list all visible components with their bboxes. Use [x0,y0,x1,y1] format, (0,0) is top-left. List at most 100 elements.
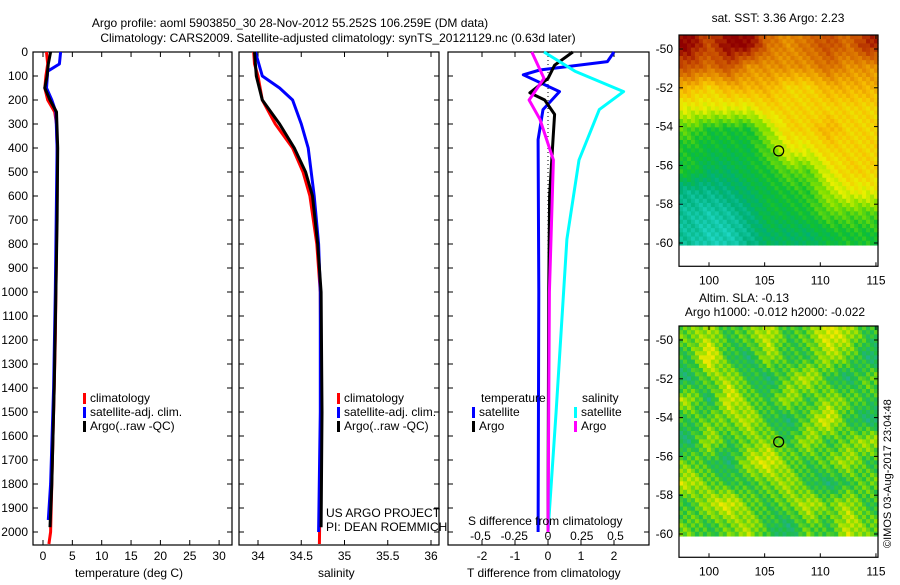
map-cell [794,94,799,99]
map-cell [818,452,823,457]
map-cell [850,52,855,57]
map-cell [826,427,831,432]
map-cell [779,60,784,65]
map-cell [826,165,831,170]
map-cell [759,452,764,457]
map-cell [763,456,768,461]
map-cell [786,397,791,402]
map-cell [755,431,760,436]
map-cell [782,98,787,103]
map-cell [802,182,807,187]
map-cell [782,481,787,486]
map-cell [830,98,835,103]
map-cell [838,241,843,246]
map-cell [814,241,819,246]
map-cell [870,48,875,53]
map-cell [747,178,752,183]
map-cell [719,81,724,86]
map-cell [850,376,855,381]
map-cell [767,448,772,453]
map-cell [798,410,803,415]
map-cell [802,397,807,402]
map-cell [759,39,764,44]
map-cell [775,477,780,482]
map-cell [790,427,795,432]
map-cell [826,381,831,386]
map-cell [846,368,851,373]
map-cell [727,372,732,377]
map-cell [695,90,700,95]
map-cell [691,237,696,242]
map-cell [790,216,795,221]
map-cell [862,364,867,369]
map-cell [743,111,748,116]
map-cell [779,427,784,432]
map-cell [826,414,831,419]
map-cell [830,351,835,356]
map-cell [771,381,776,386]
map-cell [759,77,764,82]
map-cell [790,418,795,423]
map-cell [858,52,863,57]
map-cell [858,372,863,377]
map-cell [810,228,815,233]
map-cell [687,224,692,229]
map-cell [782,64,787,69]
map-cell [743,174,748,179]
map-cell [743,460,748,465]
map-cell [822,94,827,99]
map-cell [862,402,867,407]
map-cell [771,132,776,137]
map-cell [830,343,835,348]
map-cell [806,351,811,356]
map-cell [707,456,712,461]
map-cell [806,220,811,225]
map-cell [826,389,831,394]
map-cell [739,368,744,373]
map-cell [723,393,728,398]
map-cell [707,444,712,449]
map-cell [834,106,839,111]
map-cell [798,48,803,53]
lat-tick-label: -54 [656,120,674,134]
map-cell [798,161,803,166]
map-cell [715,465,720,470]
map-cell [715,148,720,153]
map-cell [834,161,839,166]
map-cell [715,381,720,386]
map-cell [695,452,700,457]
map-cell [818,381,823,386]
map-cell [846,498,851,503]
map-cell [679,237,684,242]
map-cell [842,465,847,470]
map-cell [858,140,863,145]
map-cell [771,81,776,86]
map-cell [822,48,827,53]
map-cell [798,140,803,145]
map-cell [715,190,720,195]
map-cell [866,360,871,365]
map-cell [683,90,688,95]
x-tick-label: 20 [154,549,168,563]
depth-tick-label: 200 [8,93,28,107]
map-cell [826,153,831,158]
map-cell [727,220,732,225]
map-cell [826,98,831,103]
map-cell [814,481,819,486]
map-cell [747,60,752,65]
map-cell [743,343,748,348]
map-cell [810,43,815,48]
map-cell [763,161,768,166]
map-cell [691,444,696,449]
map-cell [695,123,700,128]
map-cell [731,186,736,191]
map-cell [794,77,799,82]
map-cell [691,115,696,120]
map-cell [743,140,748,145]
map-cell [703,199,708,204]
map-cell [715,90,720,95]
map-cell [822,448,827,453]
map-cell [691,397,696,402]
map-cell [767,64,772,69]
map-cell [779,397,784,402]
